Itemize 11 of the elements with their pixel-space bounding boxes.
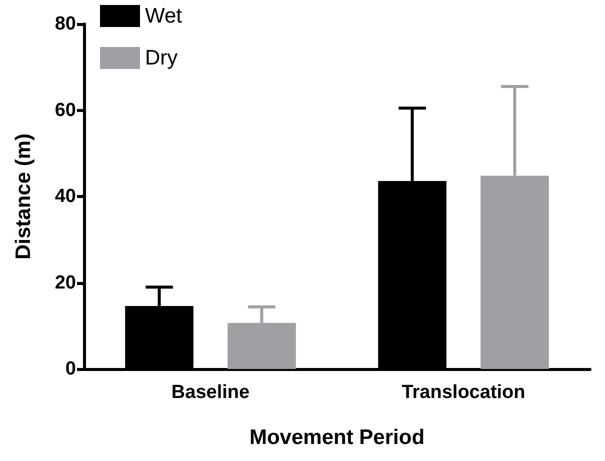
y-tick-label: 20 (54, 272, 76, 294)
legend-label: Wet (145, 4, 182, 28)
y-tick-label: 60 (54, 100, 76, 121)
x-tick-label: Baseline (171, 382, 250, 403)
y-tick-label: 40 (54, 186, 76, 207)
legend-label: Dry (145, 46, 178, 70)
y-tick-label: 80 (54, 14, 76, 34)
x-tick-label: Translocation (402, 382, 526, 403)
y-axis-title: Distance (m) (12, 133, 35, 260)
x-axis-title: Movement Period (249, 426, 425, 449)
y-tick-label: 0 (65, 358, 76, 380)
